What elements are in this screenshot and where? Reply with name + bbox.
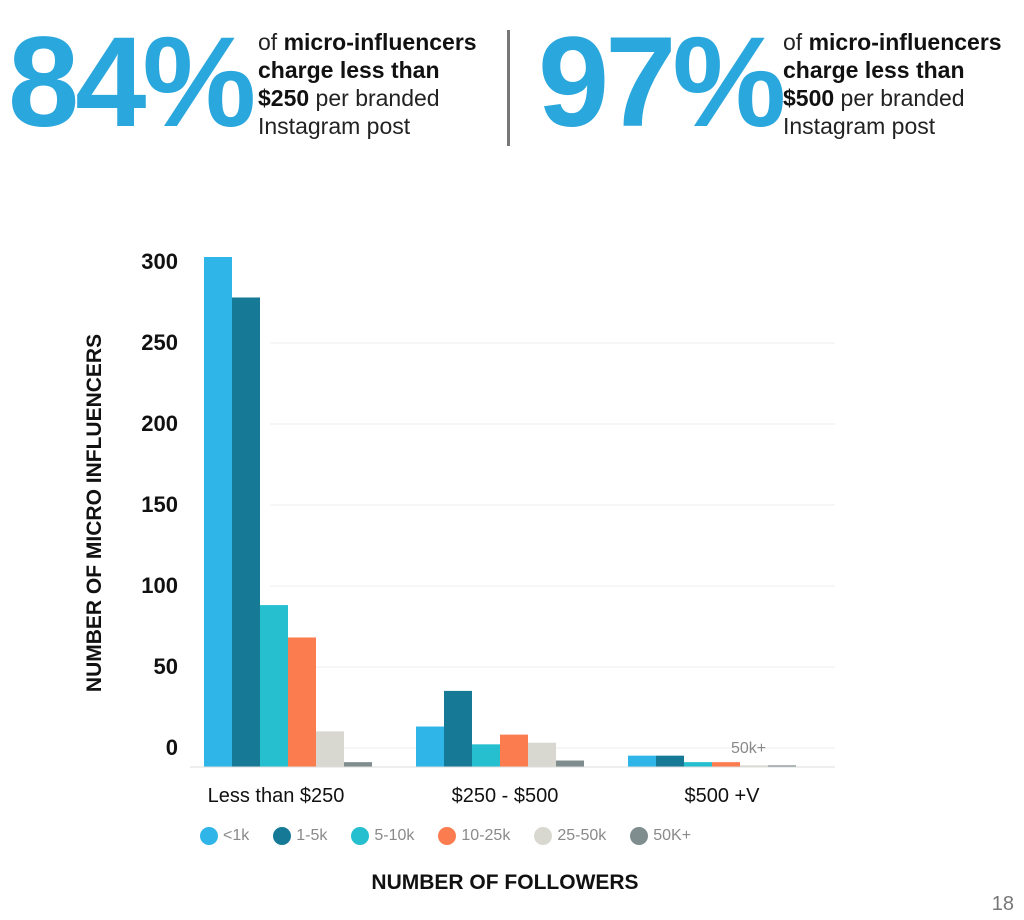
y-tick-label: 150: [141, 492, 178, 517]
stat-description: of micro-influencers charge less than $2…: [258, 28, 477, 140]
legend-swatch-icon: [273, 827, 292, 845]
chart-axes: 0 50 100 150 200 250 300 Less than $250 $250 - $…: [83, 249, 835, 894]
stat-desc-prefix: of: [258, 29, 284, 55]
legend-item: 10-25k: [438, 827, 510, 845]
chart-legend: <1k 1-5k 5-10k 10-25k 25-50k 50K+: [200, 824, 715, 848]
bar-15k-2: [656, 755, 684, 767]
x-category-label: Less than $250: [208, 785, 345, 807]
legend-label: 50K+: [653, 827, 692, 844]
bar-1k-0: [204, 257, 232, 767]
legend-label: <1k: [223, 827, 250, 844]
y-tick-label: 200: [141, 411, 178, 436]
bar-1k-1: [416, 726, 444, 767]
bar-1025k-0: [288, 637, 316, 767]
legend-swatch-icon: [351, 827, 370, 845]
bar-510k-0: [260, 605, 288, 767]
stats-divider: [507, 30, 510, 146]
legend-swatch-icon: [630, 827, 649, 845]
legend-swatch-icon: [200, 827, 218, 845]
stat-desc-rest-3: per branded: [834, 85, 965, 111]
y-axis-title: NUMBER OF MICRO INFLUENCERS: [83, 334, 106, 692]
stat-desc-bold-2: charge less than: [258, 57, 440, 83]
stat-value: 97%: [538, 11, 786, 154]
x-category-label: $250 - $500: [452, 785, 559, 807]
bar-510k-1: [472, 744, 500, 767]
legend-swatch-icon: [438, 827, 457, 845]
bar-1025k-2: [712, 762, 740, 767]
annotation-50k: 50k+: [731, 740, 766, 757]
stat-desc-bold-2: charge less than: [783, 57, 965, 83]
stat-value: 84%: [8, 11, 256, 154]
bar-15k-1: [444, 690, 472, 767]
x-category-label: $500 +V: [684, 785, 760, 807]
bar-1025k-1: [500, 734, 528, 767]
chart-gridlines: [270, 342, 835, 749]
y-tick-label: 300: [141, 249, 178, 274]
stat-desc-bold-1: micro-influencers: [808, 29, 1002, 55]
y-tick-label: 100: [141, 573, 178, 598]
legend-label: 1-5k: [296, 827, 328, 844]
stat-desc-bold-1: micro-influencers: [283, 29, 477, 55]
bar-2550k-2: [740, 765, 768, 767]
stat-block-97: 97% of micro-influencers charge less tha…: [538, 18, 1018, 148]
stat-desc-bold-3: $500: [783, 85, 835, 111]
legend-label: 5-10k: [374, 827, 415, 844]
y-tick-label: 250: [141, 330, 178, 355]
page-number: 18: [991, 893, 1014, 915]
bar-50k-1: [556, 760, 584, 767]
stat-desc-rest-3: per branded: [309, 85, 440, 111]
stat-desc-line-4: Instagram post: [783, 113, 936, 139]
chart-bars: [204, 257, 796, 767]
bar-15k-0: [232, 297, 260, 767]
bar-510k-2: [684, 762, 712, 767]
legend-item: 1-5k: [273, 827, 327, 845]
legend-item: 5-10k: [351, 827, 414, 845]
stat-block-84: 84% of micro-influencers charge less tha…: [8, 18, 488, 148]
bar-1k-2: [628, 755, 656, 767]
stat-desc-line-4: Instagram post: [258, 113, 411, 139]
legend-label: 10-25k: [461, 827, 511, 844]
legend-label: 25-50k: [557, 827, 607, 844]
legend-item: 50K+: [630, 827, 691, 845]
bar-50k-0: [344, 762, 372, 767]
x-axis-title: NUMBER OF FOLLOWERS: [371, 871, 638, 894]
bar-2550k-0: [316, 731, 344, 767]
legend-item: <1k: [200, 827, 249, 845]
stat-description: of micro-influencers charge less than $5…: [783, 28, 1002, 140]
stat-desc-bold-3: $250: [258, 85, 310, 111]
y-tick-label: 50: [154, 654, 178, 679]
legend-item: 25-50k: [534, 827, 606, 845]
bar-50k-2: [768, 765, 796, 767]
bar-2550k-1: [528, 742, 556, 767]
y-tick-label: 0: [166, 735, 178, 760]
stat-desc-prefix: of: [783, 29, 809, 55]
legend-swatch-icon: [534, 827, 553, 845]
